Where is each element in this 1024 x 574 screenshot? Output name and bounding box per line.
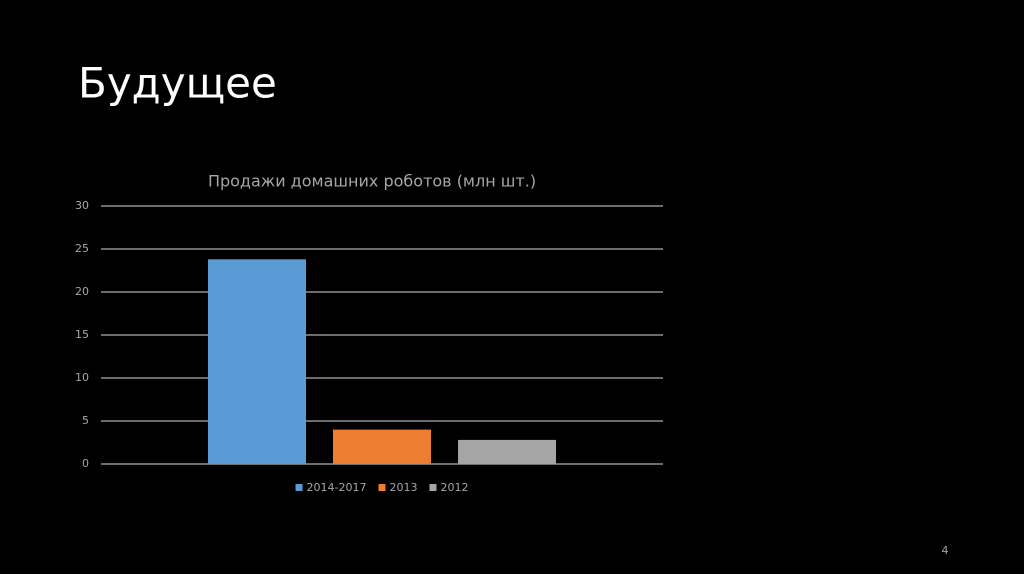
legend-swatch bbox=[295, 484, 303, 491]
page-number: 4 bbox=[942, 544, 949, 557]
y-tick-label: 30 bbox=[75, 199, 89, 212]
y-tick-label: 20 bbox=[75, 285, 89, 298]
bar bbox=[458, 439, 556, 464]
slide-title: Будущее bbox=[78, 59, 277, 108]
legend-label: 2012 bbox=[440, 481, 468, 494]
y-tick-label: 25 bbox=[75, 242, 89, 255]
y-tick-label: 10 bbox=[75, 371, 89, 384]
y-tick-label: 15 bbox=[75, 328, 89, 341]
legend-swatch bbox=[429, 484, 437, 491]
bar bbox=[333, 429, 431, 464]
bar bbox=[208, 259, 306, 464]
legend-swatch bbox=[378, 484, 386, 491]
legend-label: 2013 bbox=[389, 481, 417, 494]
y-tick-label: 5 bbox=[82, 414, 89, 427]
legend-label: 2014-2017 bbox=[307, 481, 367, 494]
y-tick-label: 0 bbox=[82, 457, 89, 470]
chart-title: Продажи домашних роботов (млн шт.) bbox=[208, 172, 536, 191]
